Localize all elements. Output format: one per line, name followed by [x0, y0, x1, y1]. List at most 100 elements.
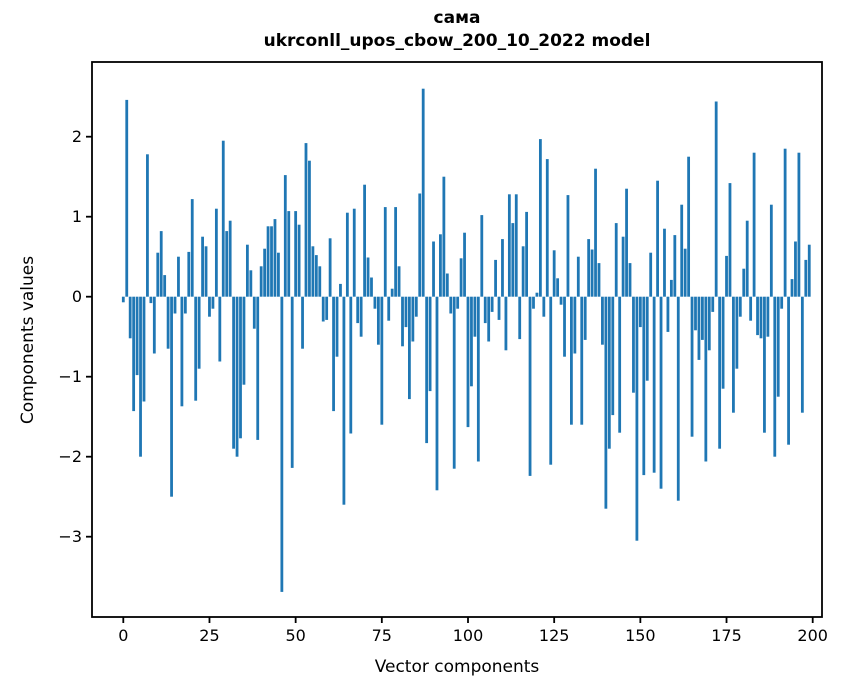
bar	[149, 296, 153, 304]
bar	[549, 296, 553, 465]
x-axis-label: Vector components	[374, 657, 540, 677]
bar	[707, 296, 711, 351]
bar	[535, 292, 539, 297]
bar	[697, 296, 701, 360]
bar	[514, 194, 518, 297]
bar	[266, 226, 270, 297]
bar	[439, 234, 442, 297]
bar	[473, 296, 477, 337]
bar	[763, 296, 766, 433]
x-tick-label: 50	[285, 626, 306, 645]
bar	[752, 152, 756, 297]
bar	[225, 231, 229, 297]
bar	[235, 296, 239, 457]
bar	[221, 140, 225, 297]
bar	[280, 296, 284, 592]
bar	[442, 176, 446, 297]
bar	[545, 159, 549, 297]
bar	[573, 296, 577, 354]
bar	[256, 296, 260, 440]
bar	[321, 296, 325, 322]
bar	[759, 296, 763, 339]
bar	[297, 224, 301, 297]
bar	[411, 296, 415, 342]
bar	[228, 220, 232, 297]
bar	[359, 296, 363, 337]
bar	[511, 223, 515, 297]
bar	[380, 296, 384, 425]
bar	[459, 258, 463, 297]
bar	[497, 296, 501, 320]
bar	[711, 296, 715, 312]
bar	[783, 148, 787, 297]
x-tick-label: 100	[452, 626, 484, 645]
bar	[239, 296, 242, 439]
bar	[773, 296, 777, 457]
bar	[614, 223, 618, 297]
bar	[800, 296, 804, 413]
bar	[180, 296, 184, 407]
bar	[342, 296, 346, 505]
bar	[470, 296, 473, 387]
x-tick-label: 75	[371, 626, 392, 645]
y-axis-label: Components values	[18, 255, 38, 425]
x-tick-label: 125	[538, 626, 570, 645]
bar	[376, 296, 380, 345]
bar	[204, 246, 208, 297]
bar	[356, 296, 360, 324]
bar	[339, 283, 342, 297]
y-tick-label: 2	[71, 126, 82, 146]
bar	[732, 296, 735, 413]
bar	[580, 296, 584, 425]
bar	[638, 296, 642, 328]
bar	[408, 296, 411, 400]
bar	[166, 296, 170, 349]
y-tick-label: −2	[58, 446, 82, 466]
bar	[318, 266, 322, 297]
bar	[666, 296, 670, 332]
bar	[428, 296, 432, 392]
bar	[232, 296, 235, 449]
bar	[525, 211, 528, 297]
bar	[283, 175, 287, 297]
bar	[621, 236, 625, 297]
bar	[308, 160, 311, 297]
bar	[725, 255, 728, 297]
bar	[594, 168, 597, 297]
bar	[218, 296, 222, 362]
bar	[452, 296, 456, 469]
bars-group	[121, 88, 811, 592]
bar	[328, 238, 332, 297]
bar	[421, 88, 425, 297]
bar	[466, 296, 470, 428]
bar	[542, 296, 546, 317]
bar	[208, 296, 211, 317]
y-tick-label: 0	[71, 286, 82, 306]
bar	[652, 296, 656, 473]
x-tick-label: 25	[199, 626, 220, 645]
bar	[807, 244, 811, 297]
bar	[435, 296, 439, 491]
bar	[252, 296, 256, 329]
tick-marks-group	[86, 135, 814, 623]
bar	[797, 152, 801, 297]
bar	[242, 296, 246, 385]
bar	[121, 296, 125, 303]
bar	[673, 235, 677, 297]
bar	[314, 255, 318, 297]
bar	[132, 296, 136, 412]
bar	[642, 296, 646, 476]
bar	[576, 256, 580, 297]
bar	[625, 188, 628, 297]
bar	[766, 296, 770, 337]
bar	[611, 296, 615, 416]
bar	[538, 139, 542, 297]
bar	[635, 296, 639, 541]
bar	[394, 207, 398, 297]
bar	[597, 263, 601, 297]
x-tick-label: 150	[625, 626, 656, 645]
bar	[152, 296, 156, 354]
chart-title: сама	[433, 8, 481, 28]
bar	[718, 296, 722, 449]
bar	[518, 296, 522, 340]
